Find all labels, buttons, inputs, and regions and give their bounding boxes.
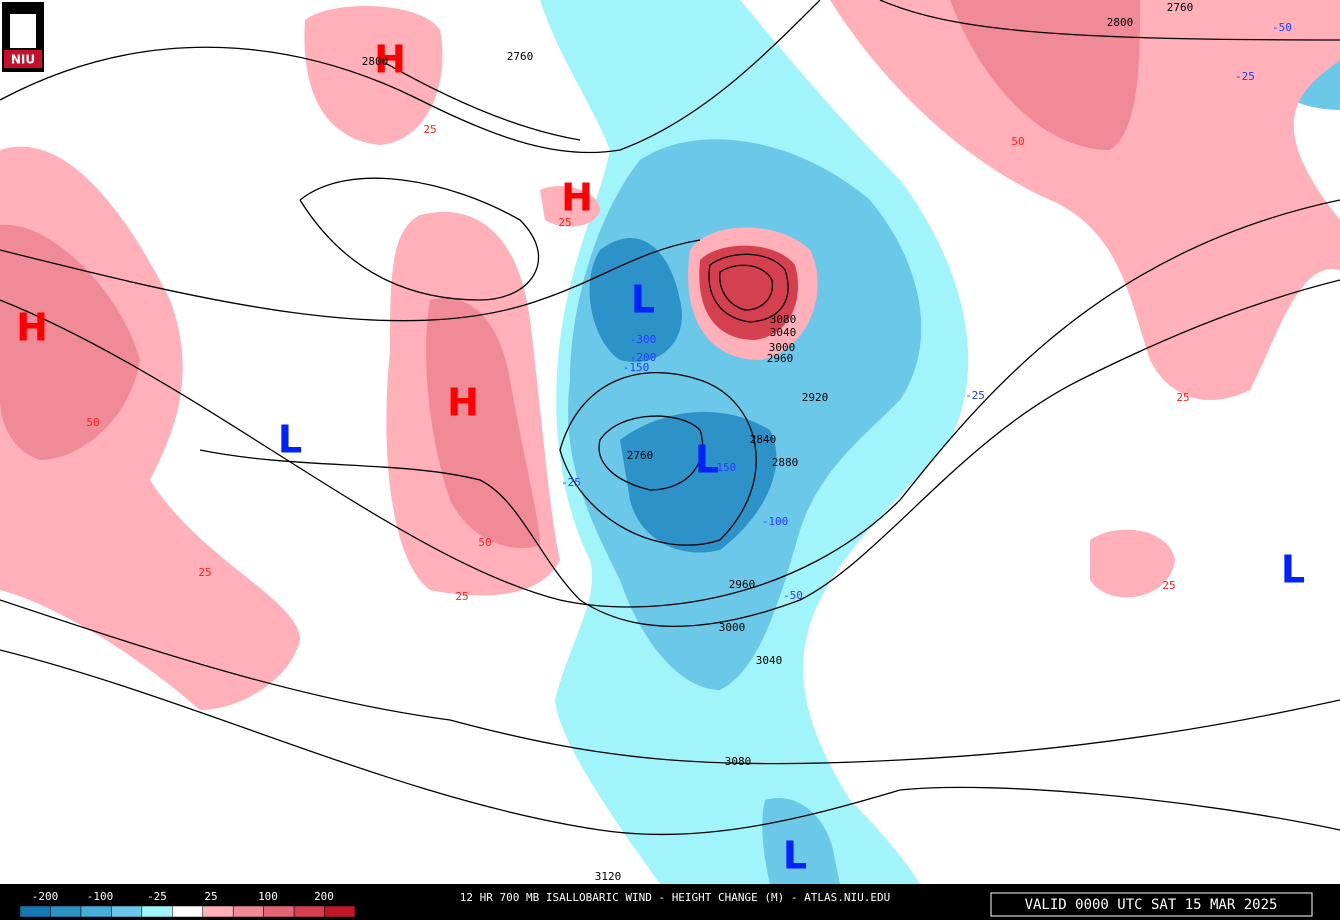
change-label: -200: [630, 351, 657, 364]
change-label: 25: [423, 123, 436, 136]
change-label: -25: [965, 389, 985, 402]
change-label: 25: [558, 216, 571, 229]
legend-swatch: [50, 905, 82, 918]
height-label: 2760: [1167, 1, 1194, 14]
height-label: 2760: [627, 449, 654, 462]
change-label: 50: [478, 536, 491, 549]
change-label: -50: [783, 589, 803, 602]
logo-tower: [10, 14, 36, 48]
legend-swatch: [19, 905, 51, 918]
change-label: -25: [1235, 70, 1255, 83]
height-label: 2840: [750, 433, 777, 446]
change-label: -150: [710, 461, 737, 474]
legend-swatch: [141, 905, 173, 918]
contour-line: [708, 253, 789, 323]
legend-swatch: [202, 905, 234, 918]
contour-line: [0, 199, 1340, 608]
height-label: 2880: [772, 456, 799, 469]
legend-label: 100: [258, 890, 278, 903]
legend-swatch: [293, 905, 325, 918]
height-label: 2800: [1107, 16, 1134, 29]
legend-swatch: [172, 905, 203, 918]
contour-line: [0, 599, 1340, 765]
legend-label: 25: [204, 890, 217, 903]
red-area: [0, 6, 600, 711]
change-label: -50: [1272, 21, 1292, 34]
height-label: 3120: [595, 870, 622, 883]
legend-swatch: [111, 905, 143, 918]
height-label: 2920: [802, 391, 829, 404]
contour-line: [299, 177, 540, 301]
pressure-center: H: [16, 306, 48, 350]
contours: [0, 0, 1340, 836]
change-label: -25: [561, 476, 581, 489]
red-area: [830, 0, 1340, 598]
contour-line: [0, 239, 701, 322]
pressure-center: L: [1281, 548, 1305, 592]
height-label: 3080: [725, 755, 752, 768]
height-label: 2760: [507, 50, 534, 63]
height-label: 2960: [729, 578, 756, 591]
height-label: 3080: [770, 313, 797, 326]
legend-label: -100: [87, 890, 114, 903]
height-label: 2960: [767, 352, 794, 365]
pressure-center: H: [561, 176, 593, 220]
pressure-center: H: [374, 38, 406, 82]
contour-line: [598, 415, 704, 491]
legend-label: -200: [32, 890, 59, 903]
footer-title: 12 HR 700 MB ISALLOBARIC WIND - HEIGHT C…: [460, 891, 890, 904]
valid-box: [990, 892, 1313, 917]
legend-swatch: [80, 905, 112, 918]
height-label: 2800: [362, 55, 389, 68]
legend-label: 200: [314, 890, 334, 903]
height-label: 3000: [769, 341, 796, 354]
contour-line: [559, 372, 757, 546]
change-label: -300: [630, 333, 657, 346]
medium-red-area: [0, 0, 1140, 548]
legend-label: -25: [147, 890, 167, 903]
contour-line: [0, 649, 1340, 836]
pressure-center: H: [447, 381, 479, 425]
legend-swatch: [324, 905, 356, 918]
contour-line: [199, 279, 1340, 627]
contour-line: [879, 0, 1340, 41]
logo-band: [4, 50, 42, 68]
contour-line: [0, 0, 821, 154]
pressure-center: L: [278, 418, 302, 462]
pressure-center: L: [695, 438, 719, 482]
change-label: 25: [198, 566, 211, 579]
height-label: 3040: [770, 326, 797, 339]
legend-swatch: [232, 905, 264, 918]
change-label: 25: [455, 590, 468, 603]
height-label: 3040: [756, 654, 783, 667]
change-label: 50: [86, 416, 99, 429]
change-label: -100: [762, 515, 789, 528]
pressure-center: L: [631, 278, 655, 322]
change-label: 50: [1011, 135, 1024, 148]
logo: NIU: [2, 2, 44, 72]
pressure-center: L: [783, 834, 807, 878]
change-label: 25: [1176, 391, 1189, 404]
dark-blue-area: [589, 238, 777, 553]
legend-swatch: [263, 905, 295, 918]
valid-time: VALID 0000 UTC SAT 15 MAR 2025: [1025, 897, 1278, 913]
height-label: 3000: [719, 621, 746, 634]
change-label: 25: [1162, 579, 1175, 592]
logo-text: NIU: [11, 53, 35, 67]
contour-line: [379, 59, 581, 141]
change-label: -150: [623, 361, 650, 374]
